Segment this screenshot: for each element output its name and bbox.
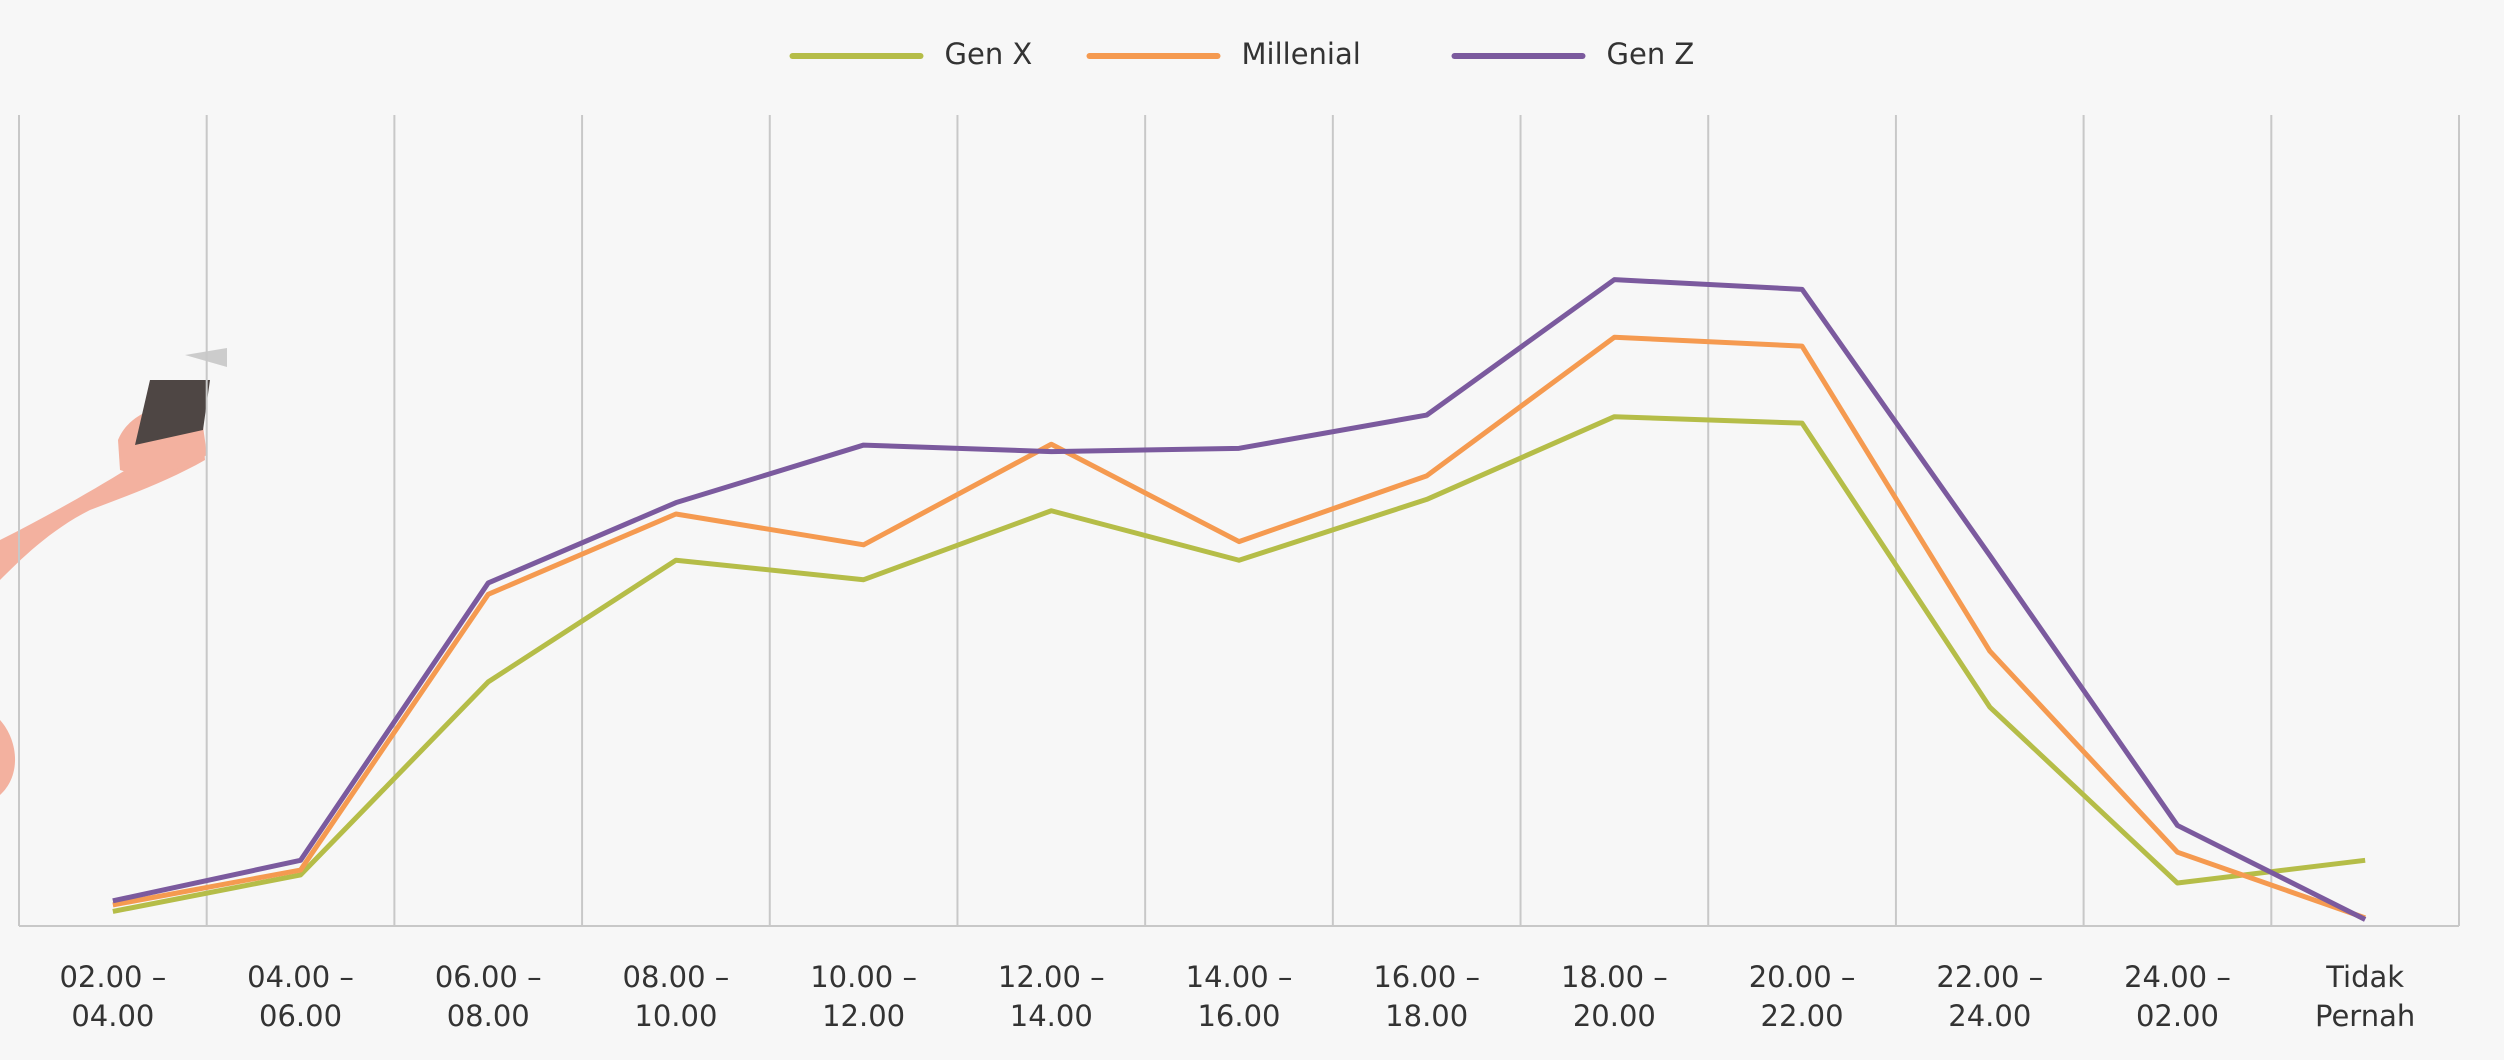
x-tick-label: 22.00 – 24.00 (1936, 960, 2044, 1033)
x-tick-label: 24.00 – 02.00 (2124, 960, 2231, 1033)
x-tick-label: 16.00 – 18.00 (1373, 960, 1481, 1033)
x-tick-label: 02.00 – 04.00 (59, 960, 167, 1033)
hand-blob (0, 720, 16, 795)
legend-label: Gen Z (1607, 37, 1695, 71)
series-line (112, 277, 2367, 922)
x-tick-label: Tidak Pernah (2315, 960, 2416, 1033)
x-tick-label: 20.00 – 22.00 (1748, 960, 1856, 1033)
x-tick-label: 14.00 – 16.00 (1185, 960, 1293, 1033)
x-tick-label: 04.00 – 06.00 (247, 960, 354, 1033)
x-tick-label: 06.00 – 08.00 (434, 960, 542, 1033)
series-line (112, 334, 2366, 921)
phone (135, 380, 210, 445)
x-tick-label: 10.00 – 12.00 (810, 960, 917, 1033)
series-line (112, 414, 2366, 914)
legend-label: Gen X (945, 37, 1033, 71)
x-tick-label: 18.00 – 20.00 (1561, 960, 1668, 1033)
x-tick-label: 12.00 – 14.00 (997, 960, 1105, 1033)
arm (0, 400, 205, 580)
x-tick-label: 08.00 – 10.00 (622, 960, 730, 1033)
legend-label: Millenial (1242, 37, 1361, 71)
illustration (0, 348, 227, 795)
